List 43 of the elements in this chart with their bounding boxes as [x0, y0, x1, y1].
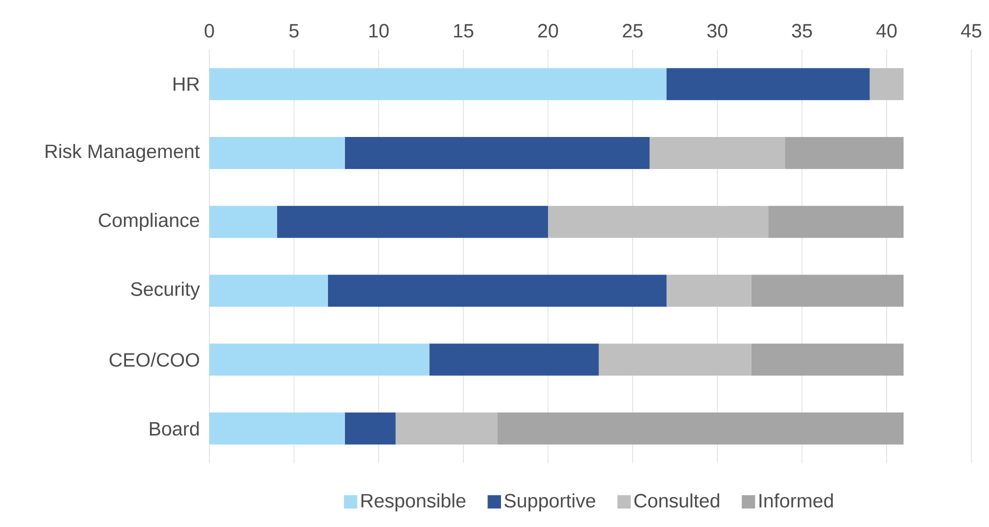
bar: [209, 206, 278, 238]
bar: [666, 68, 870, 100]
bar: [768, 206, 904, 238]
bar: [209, 68, 667, 100]
bar: [209, 344, 430, 376]
bar: [650, 137, 786, 169]
bar: [277, 206, 548, 238]
bar: [344, 412, 396, 445]
y-tick-label: Security: [131, 282, 200, 300]
bar: [328, 274, 667, 307]
legend-label: Consulted: [634, 493, 720, 508]
bar: [870, 68, 904, 100]
bar: [751, 344, 904, 376]
x-tick-label: 20: [538, 24, 558, 38]
y-tick-label: Risk Management: [46, 144, 200, 162]
legend-label: Supportive: [504, 493, 596, 512]
x-tick-label: 30: [707, 24, 728, 38]
y-tick-label: Board: [150, 421, 199, 436]
y-tick-label: HR: [174, 77, 200, 91]
x-tick-label: 15: [454, 24, 474, 38]
x-tick-label: 35: [792, 24, 812, 38]
legend-label: Responsible: [362, 493, 466, 512]
bar: [344, 137, 650, 169]
bar: [785, 137, 904, 169]
bar: [396, 412, 498, 445]
bar: [209, 137, 345, 169]
bar: [666, 274, 752, 307]
x-tick-label: 45: [961, 24, 982, 38]
bar: [751, 274, 904, 307]
x-tick-label: 5: [289, 24, 299, 38]
y-tick-label: CEO/COO: [110, 352, 200, 367]
x-tick-label: 10: [369, 24, 389, 38]
x-tick-label: 25: [622, 24, 643, 38]
bar: [209, 412, 345, 445]
bar: [497, 412, 904, 445]
x-tick-label: 0: [204, 24, 214, 38]
bar: [548, 206, 768, 238]
bar: [429, 344, 599, 376]
y-tick-label: Compliance: [98, 212, 200, 231]
x-tick-label: 40: [876, 24, 897, 38]
bar: [209, 274, 328, 307]
legend-label: Informed: [760, 493, 833, 508]
bar: [598, 344, 752, 376]
